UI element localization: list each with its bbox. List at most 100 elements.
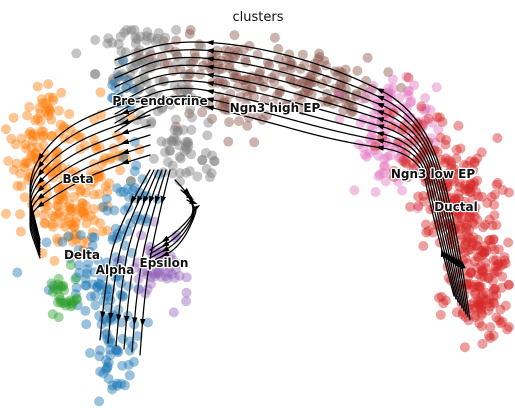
cell-point xyxy=(85,291,96,302)
cell-point xyxy=(167,160,178,171)
cell-point xyxy=(335,80,346,91)
cell-point xyxy=(197,155,208,166)
cell-point xyxy=(103,291,114,302)
cell-point xyxy=(80,140,90,151)
cell-point xyxy=(472,251,483,262)
cell-point xyxy=(379,153,390,164)
cell-point xyxy=(476,300,487,311)
velocity-streamline xyxy=(114,41,471,321)
cell-point xyxy=(79,208,90,219)
cell-point xyxy=(15,226,26,237)
cell-point xyxy=(46,114,57,125)
cell-point xyxy=(113,255,124,266)
cell-point xyxy=(66,301,77,312)
velocity-streamline xyxy=(114,49,469,318)
cell-point xyxy=(22,110,33,121)
cell-point xyxy=(451,211,462,222)
cell-point xyxy=(480,219,491,230)
streamline-arrowhead xyxy=(120,138,130,144)
cell-point xyxy=(42,201,53,212)
cell-point xyxy=(408,163,419,174)
cell-point xyxy=(123,281,134,292)
cell-point xyxy=(89,114,100,125)
cell-point xyxy=(49,255,60,266)
cell-point xyxy=(314,48,325,59)
cell-point xyxy=(25,127,36,137)
cell-point xyxy=(385,168,396,179)
cell-point xyxy=(47,210,58,221)
streamline-arrowhead xyxy=(376,88,385,94)
cell-point xyxy=(474,318,485,329)
cell-point xyxy=(115,31,126,42)
cell-point xyxy=(71,272,82,283)
cell-point xyxy=(252,73,263,84)
cell-point xyxy=(483,272,494,283)
cell-point xyxy=(384,112,395,123)
streamline-arrowhead xyxy=(161,235,170,243)
cell-point xyxy=(460,236,471,247)
cell-point xyxy=(475,302,486,313)
cell-point xyxy=(476,321,487,332)
streamline-arrowhead xyxy=(205,56,214,62)
cell-point xyxy=(474,297,485,308)
cell-point xyxy=(488,330,499,341)
cell-point xyxy=(387,74,398,85)
cell-point xyxy=(174,151,185,162)
cell-point xyxy=(146,272,157,283)
cell-point xyxy=(175,64,186,74)
cell-point xyxy=(73,132,84,143)
cell-point xyxy=(455,143,466,154)
cell-point xyxy=(66,203,77,214)
cell-point xyxy=(89,134,100,145)
cell-point xyxy=(181,137,191,147)
cell-point xyxy=(385,88,396,99)
cell-point xyxy=(179,84,190,95)
cell-point xyxy=(163,157,173,167)
cell-point xyxy=(134,45,145,56)
streamline-arrowhead xyxy=(161,245,170,253)
cell-point xyxy=(473,269,484,280)
cell-point xyxy=(478,222,489,233)
cell-point xyxy=(53,237,64,247)
cell-point xyxy=(306,89,317,100)
cell-point xyxy=(493,244,504,255)
streamline-arrowhead xyxy=(120,148,130,154)
cell-point xyxy=(489,266,500,277)
cell-point xyxy=(102,205,113,216)
cell-point xyxy=(476,308,487,319)
cell-point xyxy=(21,143,32,154)
cell-point xyxy=(465,268,476,278)
cell-point xyxy=(55,119,66,130)
cell-point xyxy=(53,312,64,323)
cell-point xyxy=(6,133,17,144)
cell-point xyxy=(185,103,196,114)
cell-point xyxy=(312,54,323,65)
cell-point xyxy=(482,198,493,208)
cell-point xyxy=(477,338,488,349)
cell-point xyxy=(469,156,480,167)
cell-point xyxy=(184,166,195,177)
cell-point xyxy=(118,71,129,82)
cell-point xyxy=(12,267,23,278)
cell-point xyxy=(92,281,103,292)
cell-point xyxy=(159,41,170,52)
cell-point xyxy=(382,151,393,162)
cell-point xyxy=(37,132,48,142)
cell-point xyxy=(451,206,462,217)
cell-point xyxy=(160,32,171,43)
cell-point xyxy=(113,347,124,358)
velocity-streamline xyxy=(149,179,194,251)
cell-point xyxy=(43,285,54,296)
cell-point xyxy=(103,373,114,384)
cell-point xyxy=(175,86,186,97)
cell-point xyxy=(423,225,434,236)
cell-point xyxy=(64,134,75,144)
cell-point xyxy=(418,121,429,132)
cell-point xyxy=(491,255,502,266)
cell-point xyxy=(55,281,66,292)
streamline-arrowhead xyxy=(375,95,385,102)
cell-point xyxy=(269,70,280,81)
cell-point xyxy=(492,133,503,143)
streamline-arrowhead xyxy=(155,195,161,205)
cell-point xyxy=(54,127,65,138)
